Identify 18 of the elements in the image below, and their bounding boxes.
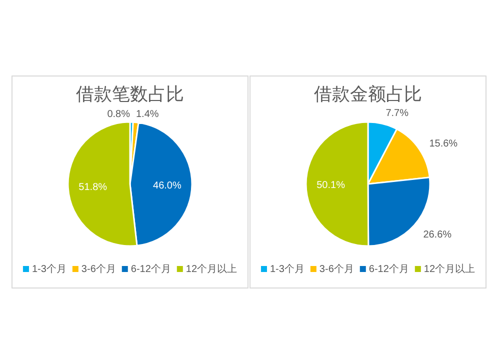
data-label: 15.6%	[429, 138, 458, 150]
legend-label: 3-6个月	[81, 263, 116, 275]
legend-label: 1-3个月	[32, 263, 66, 275]
data-label: 0.8%	[107, 109, 130, 120]
legend-label: 12个月以上	[424, 263, 476, 275]
data-label: 46.0%	[153, 180, 182, 192]
data-label: 50.1%	[316, 180, 346, 192]
data-label: 1.4%	[136, 109, 159, 120]
data-label: 51.8%	[78, 182, 108, 194]
chart-title: 借款金额占比	[314, 84, 422, 104]
legend-label: 1-3个月	[270, 263, 304, 275]
chart-title: 借款笔数占比	[76, 84, 184, 104]
legend-label: 6-12个月	[368, 263, 409, 275]
legend-label: 6-12个月	[130, 263, 171, 275]
data-label: 26.6%	[423, 229, 452, 240]
data-label: 7.7%	[386, 108, 409, 120]
legend-label: 12个月以上	[186, 263, 238, 275]
legend-label: 3-6个月	[319, 263, 354, 275]
